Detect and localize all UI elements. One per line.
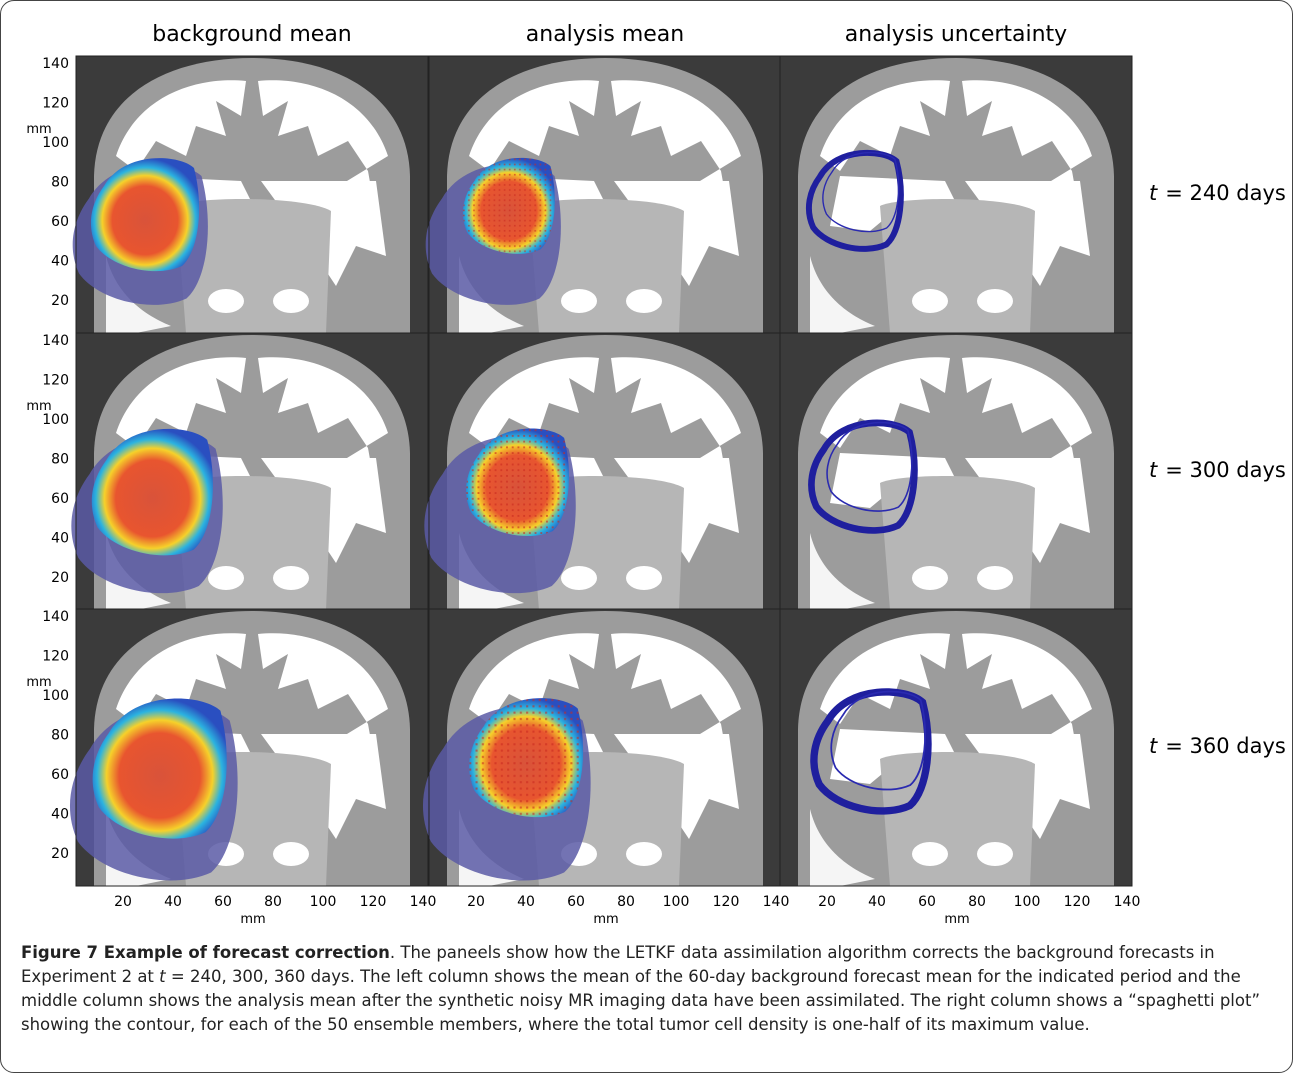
row-label: t = 360 days xyxy=(1149,734,1286,758)
figure: background mean analysis mean analysis unc… xyxy=(1,1,1292,931)
x-tick-label: 100 xyxy=(1014,894,1041,910)
row-text: = 360 days xyxy=(1165,734,1286,758)
x-tick-label: 80 xyxy=(617,894,635,910)
y-tick-label: 20 xyxy=(51,846,69,862)
figure-page: background mean analysis mean analysis unc… xyxy=(0,0,1293,1073)
caption: Figure 7 Example of forecast correction.… xyxy=(21,941,1276,1037)
panel xyxy=(71,333,428,610)
y-tick-label: 140 xyxy=(42,56,69,72)
brain-image xyxy=(780,609,1132,886)
x-tick-label: 120 xyxy=(1064,894,1091,910)
y-tick-label: 40 xyxy=(51,807,69,823)
x-tick-label: 20 xyxy=(114,894,132,910)
panel xyxy=(780,56,1132,333)
x-axis-label: mm xyxy=(593,912,618,927)
y-tick-label: 20 xyxy=(51,293,69,309)
x-tick-label: 40 xyxy=(517,894,535,910)
panel xyxy=(780,609,1132,886)
panel xyxy=(780,333,1132,610)
x-tick-label: 120 xyxy=(360,894,387,910)
row-label: t = 300 days xyxy=(1149,458,1286,482)
panel xyxy=(424,333,781,610)
x-tick-label: 140 xyxy=(763,894,790,910)
x-tick-label: 60 xyxy=(214,894,232,910)
x-tick-label: 100 xyxy=(663,894,690,910)
x-tick-label: 40 xyxy=(164,894,182,910)
y-tick-label: 120 xyxy=(42,649,69,665)
row-text: = 240 days xyxy=(1165,181,1286,205)
y-tick-label: 20 xyxy=(51,570,69,586)
y-tick-label: 120 xyxy=(42,96,69,112)
x-tick-label: 20 xyxy=(467,894,485,910)
y-tick-label: 80 xyxy=(51,728,69,744)
y-tick-label: 100 xyxy=(42,688,69,704)
x-tick-label: 80 xyxy=(968,894,986,910)
row-text: = 300 days xyxy=(1165,458,1286,482)
y-axis-label: mm xyxy=(26,122,51,137)
x-tick-label: 60 xyxy=(567,894,585,910)
x-tick-label: 60 xyxy=(918,894,936,910)
row-symbol: t xyxy=(1149,181,1158,205)
panel xyxy=(73,56,428,333)
y-axis-label: mm xyxy=(26,675,51,690)
x-tick-label: 80 xyxy=(264,894,282,910)
y-tick-label: 40 xyxy=(51,531,69,547)
caption-text: = 240, 300, 360 days. The left column sh… xyxy=(21,967,1260,1034)
row-symbol: t xyxy=(1149,734,1158,758)
column-title: analysis mean xyxy=(526,22,684,47)
row-symbol: t xyxy=(1149,458,1158,482)
y-tick-label: 60 xyxy=(51,767,69,783)
column-title: analysis uncertainty xyxy=(845,22,1067,47)
y-tick-label: 80 xyxy=(51,175,69,191)
x-axis-label: mm xyxy=(944,912,969,927)
brain-image xyxy=(780,333,1132,610)
x-tick-label: 40 xyxy=(868,894,886,910)
y-tick-label: 140 xyxy=(42,609,69,625)
column-title: background mean xyxy=(152,22,352,47)
y-tick-label: 100 xyxy=(42,412,69,428)
y-tick-label: 100 xyxy=(42,135,69,151)
panel xyxy=(423,609,781,886)
x-tick-label: 140 xyxy=(410,894,437,910)
panel xyxy=(70,609,428,886)
y-tick-label: 60 xyxy=(51,214,69,230)
x-tick-label: 140 xyxy=(1114,894,1141,910)
caption-title: Figure 7 Example of forecast correction xyxy=(21,943,390,962)
y-tick-label: 60 xyxy=(51,491,69,507)
y-tick-label: 140 xyxy=(42,333,69,349)
x-tick-label: 20 xyxy=(818,894,836,910)
brain-image xyxy=(780,56,1132,333)
y-tick-label: 120 xyxy=(42,373,69,389)
y-tick-label: 40 xyxy=(51,254,69,270)
y-axis-label: mm xyxy=(26,399,51,414)
y-tick-label: 80 xyxy=(51,452,69,468)
row-label: t = 240 days xyxy=(1149,181,1286,205)
panel xyxy=(426,56,781,333)
x-tick-label: 100 xyxy=(310,894,337,910)
x-axis-label: mm xyxy=(240,912,265,927)
x-tick-label: 120 xyxy=(713,894,740,910)
